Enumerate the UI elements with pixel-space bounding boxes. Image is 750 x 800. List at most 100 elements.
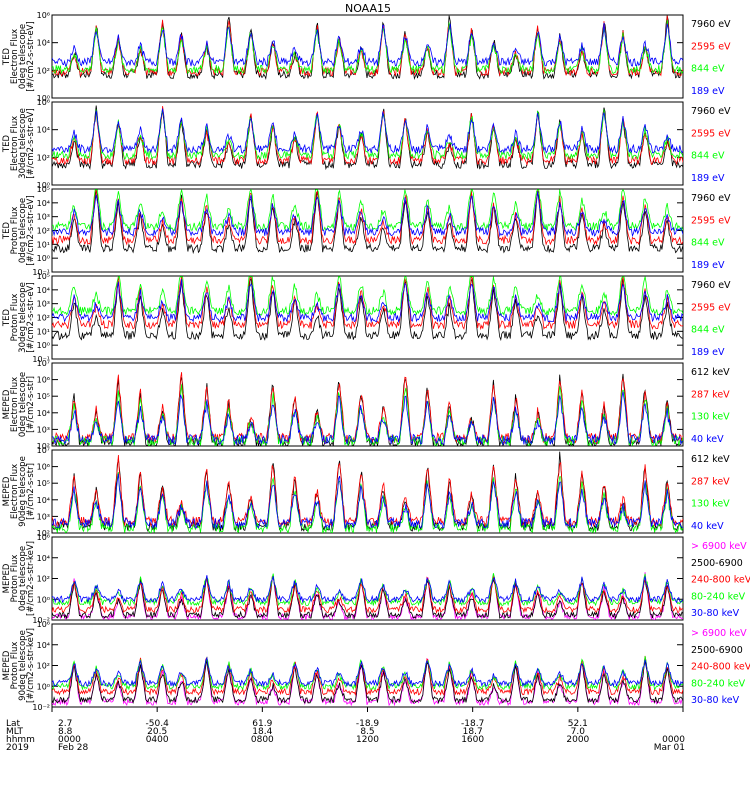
x-row-label: Lat [6,719,21,729]
y-tick-label: 10⁻² [32,616,50,625]
x-row-label: hhmm [6,735,35,745]
y-axis-label-line: [#/cm2-s-str-eV] [26,282,36,352]
series-line-green [52,19,683,75]
x-tick-value: 0000 [58,735,81,745]
legend-entry: 7960 eV [691,193,731,204]
y-tick-label: 10² [37,442,50,451]
series-line-blue [52,391,683,446]
y-tick-label: 10² [37,314,50,323]
series-line-red [52,189,683,246]
legend-entry: 2595 eV [691,302,731,313]
x-tick-value: -18.7 [461,719,484,729]
y-axis-label-line: [#/cm2-s-str-eV] [26,21,36,91]
y-tick-label: 10⁷ [37,446,50,455]
x-tick-value: 1600 [461,735,484,745]
series-line-green [52,573,683,607]
x-tick-value: 0800 [251,735,274,745]
x-row-label: 2019 [6,743,29,753]
x-tick-value: 0000 [662,735,685,745]
y-axis-label-line: [#/cm2-s-str] [26,376,36,433]
legend-entry: 189 eV [691,347,725,358]
y-axis-label-line: 90deg telescope [18,630,28,701]
y-tick-label: 10⁰ [37,341,50,350]
legend-entry: > 6900 keV [691,628,747,639]
series-line-magenta [52,657,683,707]
legend-entry: > 6900 keV [691,541,747,552]
y-axis-label-line: MEPED [2,650,12,680]
y-tick-label: 10³ [37,300,50,309]
x-tick-value: -50.4 [146,719,170,729]
series-line-green [52,189,683,232]
y-axis-label-line: [#/cm2-s-str-eV] [26,195,36,265]
y-tick-label: 10⁴ [37,554,50,563]
y-tick-label: 10⁴ [37,641,50,650]
x-tick-value: Feb 28 [58,743,89,753]
y-tick-label: 10⁻¹ [32,355,50,364]
legend-entry: 844 eV [691,238,725,249]
y-axis-label-line: Electron Flux [10,116,20,171]
y-axis-label-line: MEPED [2,476,12,506]
y-tick-label: 10⁶ [37,98,50,107]
legend-entry: 40 keV [691,434,724,445]
series-line-blue [52,656,683,688]
y-axis-label-line: TED [2,134,12,153]
legend-entry: 189 eV [691,86,725,97]
legend-entry: 287 keV [691,476,730,487]
legend-entry: 844 eV [691,325,725,336]
series-group [52,15,683,81]
legend-entry: 2595 eV [691,128,731,139]
y-axis-label-line: MEPED [2,389,12,419]
series-line-blue [52,191,683,238]
legend-entry: 2500-6900 [691,645,743,656]
y-axis-label-line: 30deg telescope [18,282,28,353]
series-line-red [52,106,683,166]
y-tick-label: 10⁴ [37,496,50,505]
x-tick-value: 18.7 [463,727,483,737]
y-axis-label-line: [#/cm2-s-str] [26,463,36,520]
legend-entry: 40 keV [691,521,724,532]
legend-entry: 30-80 keV [691,608,740,619]
series-line-magenta [52,572,683,620]
y-axis-label-line: TED [2,221,12,240]
series-line-blue [52,22,683,68]
y-tick-label: 10⁴ [37,39,50,48]
y-tick-label: 10² [37,153,50,162]
y-tick-label: 10² [37,227,50,236]
y-axis-label-line: 30deg telescope [18,108,28,179]
y-axis-label-line: Electron Flux [10,377,20,432]
y-axis-label-line: [#/cm2-s-str-eV] [26,108,36,178]
legend-entry: 612 keV [691,454,730,465]
legend-entry: 844 eV [691,151,725,162]
y-tick-label: 10⁶ [37,376,50,385]
y-axis-label-line: [#/cm2-s-str-keV] [26,541,36,616]
y-tick-label: 10⁻¹ [32,268,50,277]
series-group [52,372,683,446]
legend-entry: 189 eV [691,260,725,271]
y-axis-label-line: Proton Flux [10,642,20,690]
y-tick-label: 10⁵ [37,392,50,401]
panel-frame [51,362,684,447]
y-tick-label: 10⁰ [37,181,50,190]
y-axis-label-line: [#/cm2-s-str-keV] [26,628,36,703]
y-tick-label: 10⁶ [37,620,50,629]
x-tick-value: 52.1 [568,719,588,729]
y-axis-label-line: 0deg telescope [18,24,28,89]
x-tick-value: 61.9 [252,719,272,729]
y-tick-label: 10³ [37,425,50,434]
y-tick-label: 10⁵ [37,272,50,281]
x-tick-value: 20.5 [147,727,167,737]
y-tick-label: 10² [37,662,50,671]
x-tick-value: 1200 [356,735,379,745]
panel-frame [51,14,684,99]
panel-frame [51,449,684,534]
x-tick-value: 8.8 [58,727,73,737]
y-axis-label-line: Proton Flux [10,555,20,603]
y-axis-label-line: 0deg telescope [18,198,28,263]
x-tick-value: 7.0 [571,727,586,737]
y-axis-label-line: MEPED [2,563,12,593]
legend-entry: 287 keV [691,389,730,400]
